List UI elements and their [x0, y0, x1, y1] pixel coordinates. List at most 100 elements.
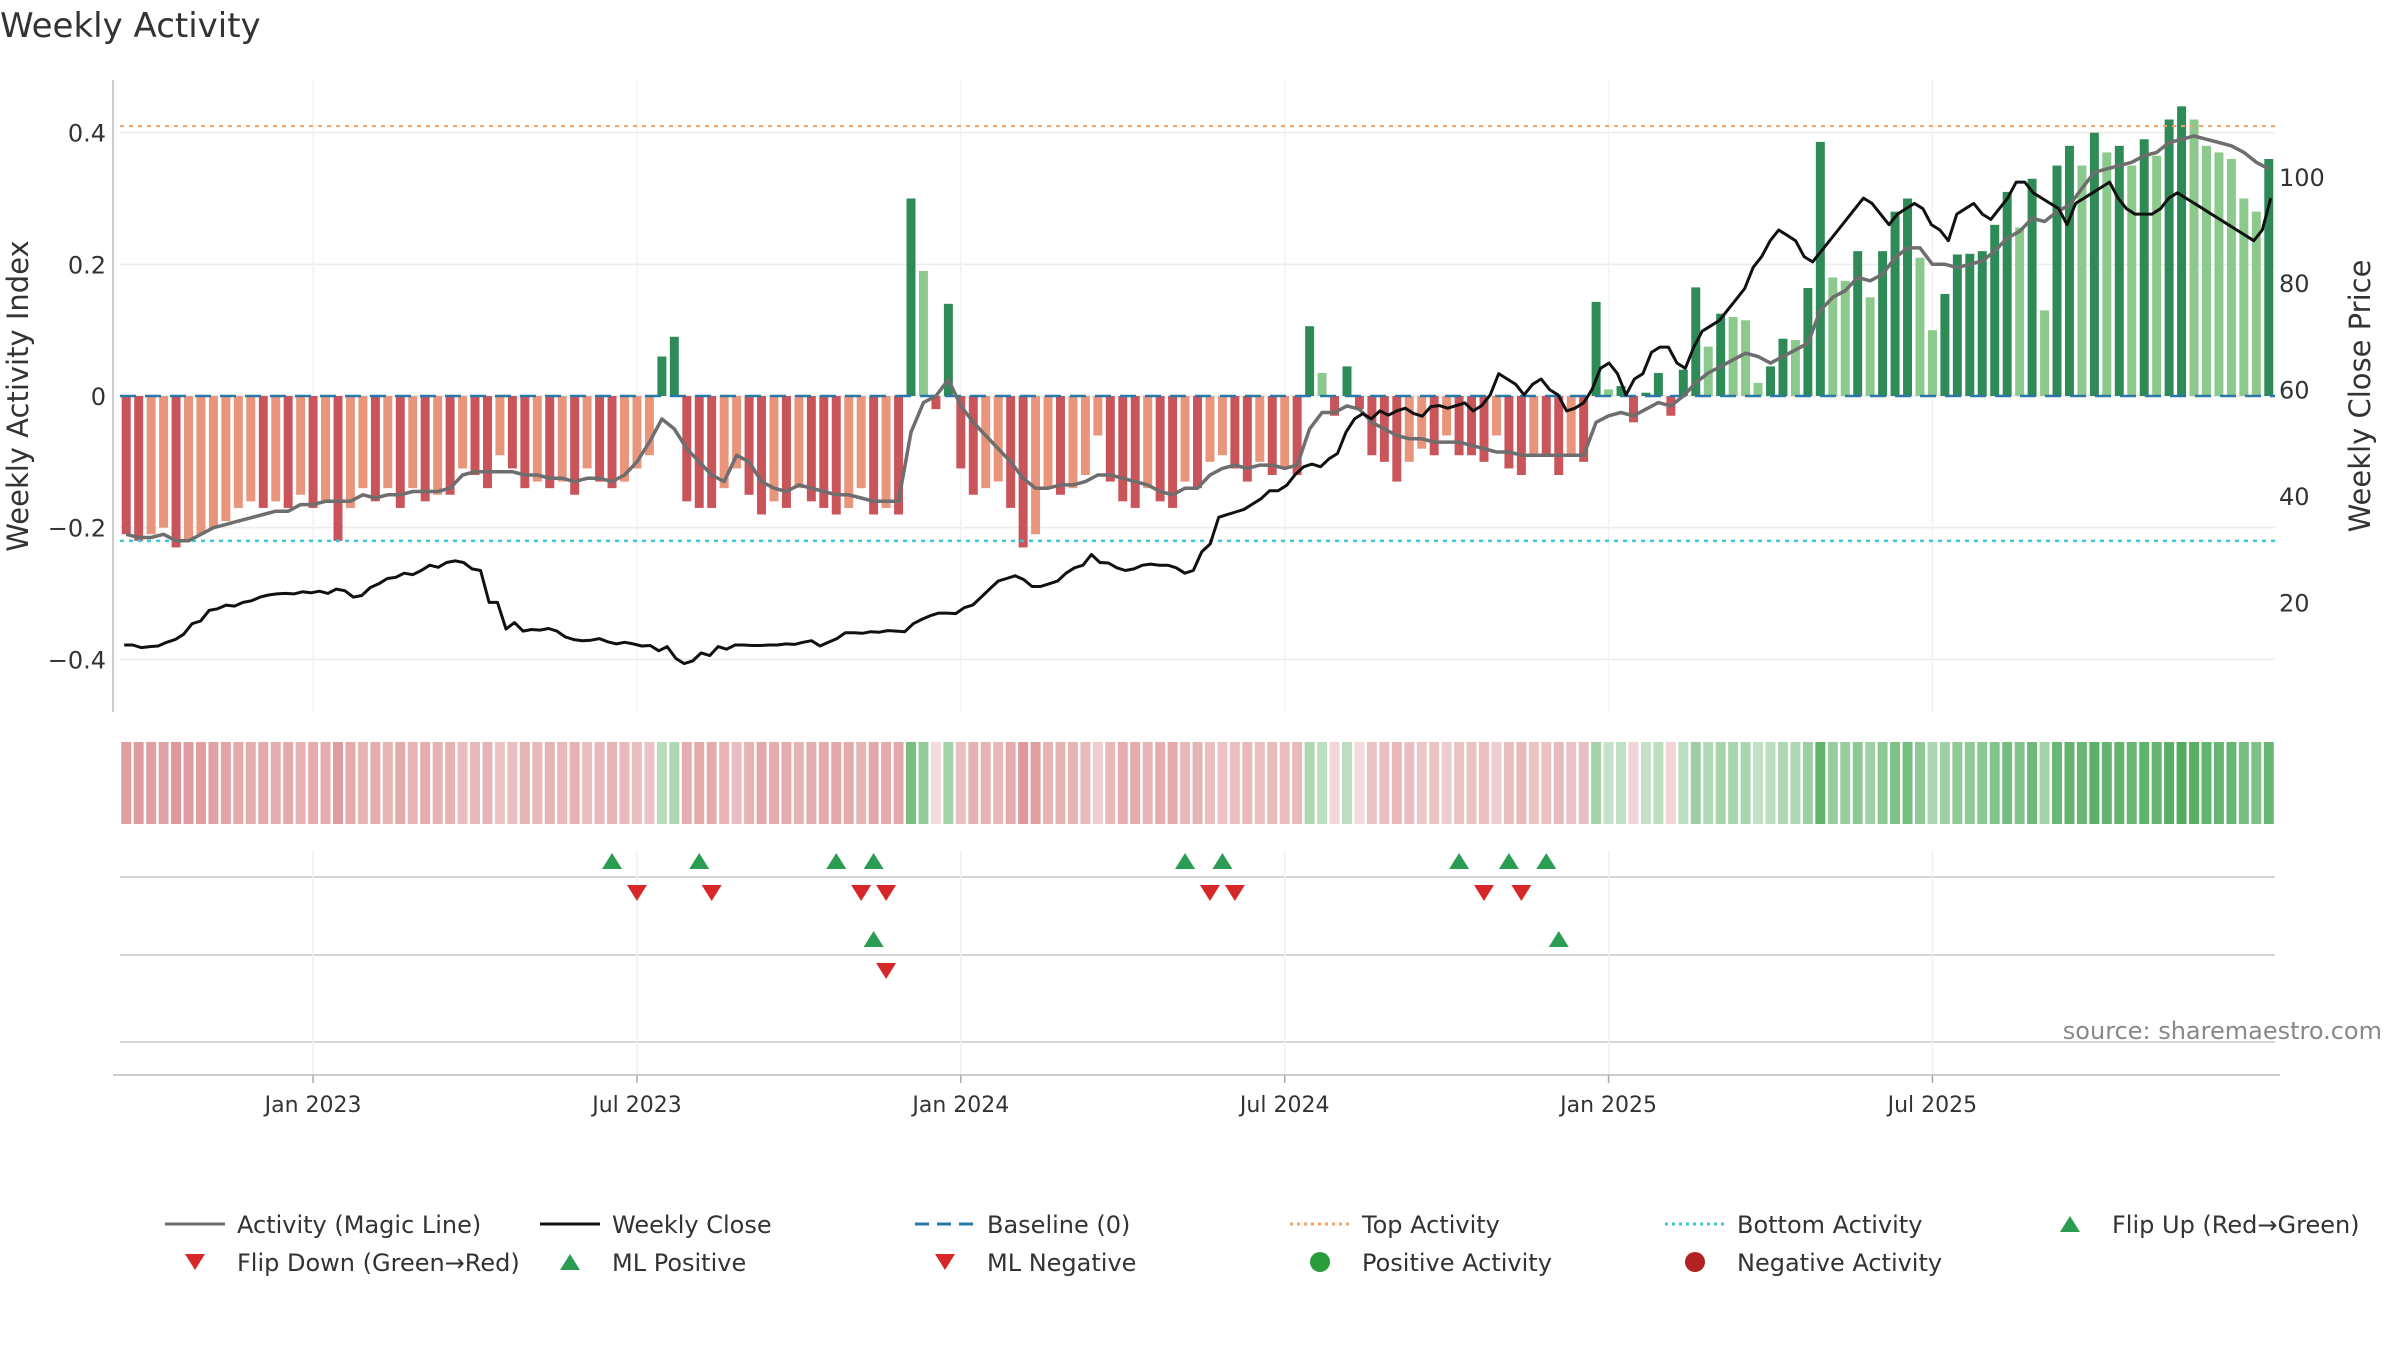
- activity-bar: [433, 396, 443, 495]
- activity-bar: [184, 396, 193, 541]
- legend-swatch: [2060, 1216, 2080, 1232]
- source-credit: source: sharemaestro.com: [2063, 1017, 2382, 1045]
- activity-bar: [458, 396, 468, 469]
- heat-cell: [706, 742, 717, 824]
- activity-bar: [395, 396, 405, 508]
- ml-positive-marker: [863, 931, 884, 947]
- heat-cell: [1229, 742, 1240, 824]
- heat-cell: [2176, 742, 2187, 824]
- activity-bar: [1280, 396, 1290, 469]
- activity-bar: [1591, 301, 1601, 396]
- activity-bar: [2114, 145, 2124, 396]
- activity-bar: [221, 396, 231, 522]
- legend-label: Flip Down (Green→Red): [237, 1249, 520, 1277]
- activity-bar: [1554, 396, 1564, 475]
- activity-bar: [2052, 165, 2062, 396]
- heat-cell: [1915, 742, 1925, 824]
- heat-cell: [1902, 742, 1913, 824]
- activity-bar: [869, 396, 879, 515]
- activity-bar: [1155, 396, 1165, 502]
- x-tick-label: Jan 2025: [1558, 1093, 1657, 1118]
- heat-cell: [930, 742, 941, 824]
- legend-swatch: [185, 1254, 205, 1270]
- activity-bar: [956, 396, 966, 469]
- y-right-tick-label: 40: [2279, 483, 2310, 511]
- activity-bar: [283, 396, 293, 508]
- heat-cell: [1591, 742, 1602, 824]
- heat-cell: [1516, 742, 1527, 824]
- activity-bar: [233, 396, 243, 508]
- legend-swatch: [935, 1254, 955, 1270]
- heat-cell: [283, 742, 294, 824]
- heat-cell: [1715, 742, 1726, 824]
- activity-bar: [345, 396, 355, 508]
- heat-cell: [1055, 742, 1066, 824]
- activity-bar: [1965, 253, 1975, 396]
- activity-bar: [707, 396, 717, 508]
- heat-cell: [1566, 742, 1577, 824]
- heat-cell: [121, 742, 132, 824]
- activity-bar: [2202, 145, 2211, 396]
- heat-cell: [1678, 742, 1689, 824]
- heat-cell: [395, 742, 406, 824]
- activity-bar: [1080, 396, 1090, 475]
- activity-bar: [1641, 392, 1651, 396]
- activity-bar: [1790, 340, 1800, 396]
- flip-up-marker: [863, 853, 884, 869]
- flip-up-marker: [1449, 853, 1470, 869]
- heat-cell: [1404, 742, 1415, 824]
- heat-cell: [2101, 742, 2112, 824]
- activity-bar: [1629, 396, 1638, 423]
- heat-cell: [1777, 742, 1788, 824]
- heat-cell: [694, 742, 705, 824]
- chart-title: Weekly Activity: [0, 6, 261, 46]
- legend-label: ML Positive: [612, 1249, 746, 1277]
- heat-cell: [2164, 742, 2175, 824]
- legend-label: Negative Activity: [1737, 1249, 1942, 1277]
- heat-cell: [1292, 742, 1303, 824]
- y-left-tick-label: −0.2: [48, 515, 106, 543]
- heat-cell: [644, 742, 655, 824]
- x-tick-label: Jul 2023: [590, 1093, 682, 1118]
- activity-bar: [121, 396, 131, 535]
- heat-cell: [1827, 742, 1838, 824]
- heat-cell: [1304, 742, 1315, 824]
- activity-bar: [1118, 396, 1128, 502]
- activity-bar: [1105, 396, 1115, 482]
- activity-bar: [1853, 251, 1863, 396]
- activity-bar: [669, 336, 679, 396]
- heat-cell: [607, 742, 618, 824]
- weekly-close-line: [124, 180, 2273, 666]
- heat-cell: [868, 742, 879, 824]
- flip-down-marker: [1511, 885, 1532, 901]
- heat-cell: [1977, 742, 1988, 824]
- activity-bar: [620, 396, 629, 482]
- heat-cell: [2189, 742, 2200, 824]
- activity-bar: [2177, 106, 2187, 396]
- activity-bar: [769, 396, 779, 502]
- heat-cell: [818, 742, 829, 824]
- activity-bar: [1068, 396, 1078, 489]
- activity-bar: [1878, 251, 1888, 396]
- activity-bar: [1429, 396, 1439, 456]
- activity-bar: [657, 356, 667, 396]
- heat-cell: [1342, 742, 1352, 824]
- heat-cell: [2139, 742, 2150, 824]
- activity-bar: [308, 396, 318, 508]
- activity-bar: [744, 396, 754, 495]
- legend-label: Positive Activity: [1362, 1249, 1552, 1277]
- activity-bar: [2064, 145, 2074, 396]
- heat-cell: [1927, 742, 1938, 824]
- heat-cell: [1067, 742, 1078, 824]
- heat-cell: [1279, 742, 1290, 824]
- activity-bar: [993, 396, 1003, 482]
- activity-bar: [1753, 382, 1763, 396]
- activity-bar: [1143, 396, 1153, 489]
- heat-cell: [2002, 742, 2013, 824]
- heat-cell: [594, 742, 605, 824]
- heat-cell: [569, 742, 580, 824]
- heat-cell: [1653, 742, 1664, 824]
- activity-bar: [856, 396, 866, 489]
- activity-bar: [370, 396, 380, 502]
- heat-cell: [494, 742, 505, 824]
